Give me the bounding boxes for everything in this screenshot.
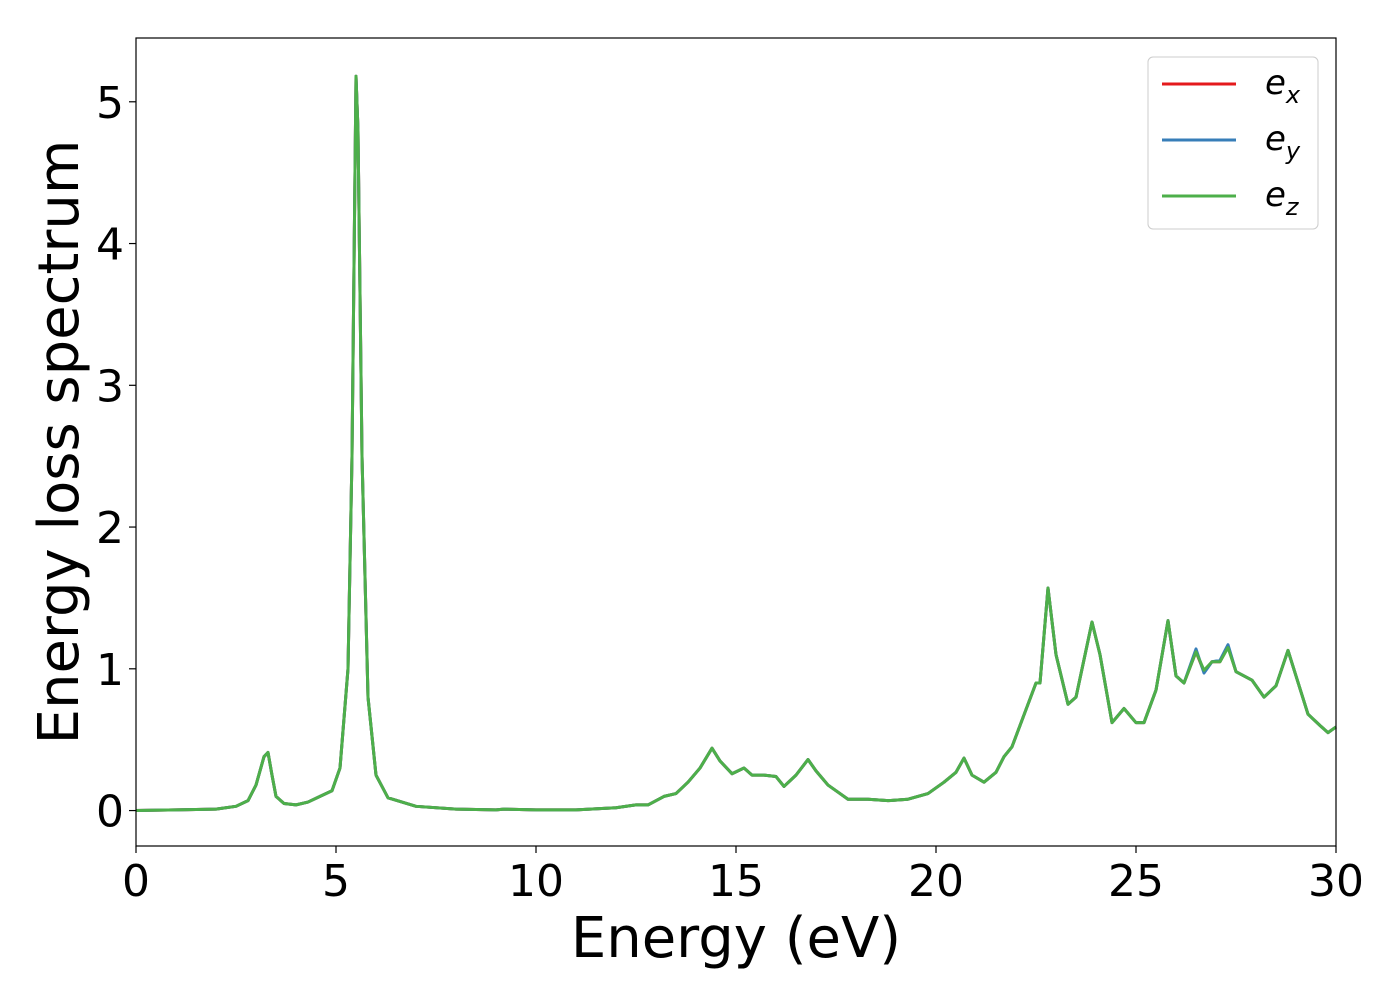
x-tick-label: 10 (508, 856, 564, 907)
x-tick-label: 20 (908, 856, 964, 907)
y-tick-label: 3 (96, 361, 124, 412)
y-tick-label: 1 (96, 645, 124, 696)
y-tick-label: 5 (96, 78, 124, 129)
y-tick-label: 0 (96, 787, 124, 838)
y-tick-label: 2 (96, 503, 124, 554)
legend-label: ey (1265, 119, 1301, 165)
y-tick-label: 4 (96, 220, 124, 271)
x-axis-label: Energy (eV) (571, 906, 901, 971)
x-tick-label: 0 (122, 856, 150, 907)
legend-label: ez (1265, 175, 1300, 221)
x-tick-label: 30 (1308, 856, 1364, 907)
x-tick-label: 5 (322, 856, 350, 907)
line-series (135, 74, 1337, 813)
legend-box (1147, 56, 1319, 230)
y-axis-label: Energy loss spectrum (27, 140, 92, 745)
legend-label: ex (1265, 63, 1301, 109)
x-tick-label: 15 (708, 856, 764, 907)
plot-frame (135, 37, 1337, 847)
x-tick-label: 25 (1108, 856, 1164, 907)
